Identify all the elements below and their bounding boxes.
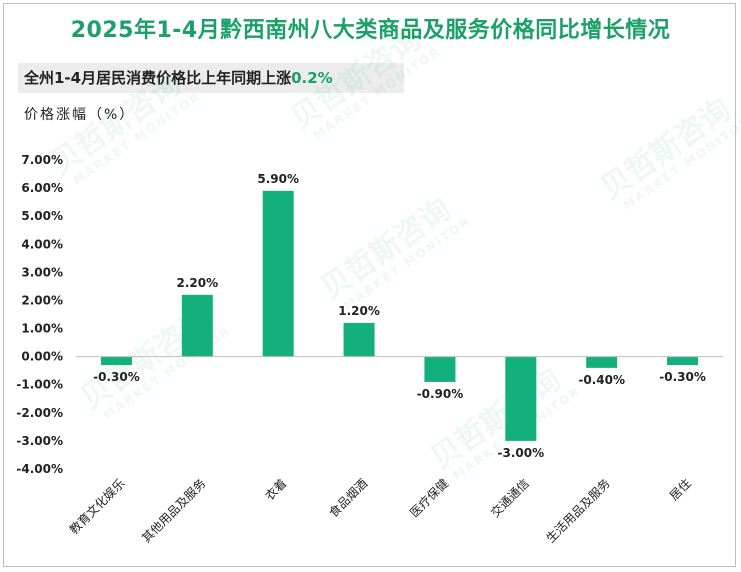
category-label: 教育文化娱乐 — [66, 476, 128, 538]
y-tick-label: 5.00% — [21, 209, 63, 223]
data-label: -3.00% — [498, 446, 545, 460]
category-label: 衣着 — [262, 476, 290, 504]
chart-frame — [3, 3, 736, 567]
y-tick-label: 0.00% — [21, 350, 63, 364]
y-tick-label: 6.00% — [21, 181, 63, 195]
bar — [181, 294, 213, 357]
bar — [262, 190, 294, 357]
y-tick-label: 1.00% — [21, 322, 63, 336]
bar — [343, 322, 375, 357]
bars — [100, 190, 699, 441]
data-label: -0.90% — [417, 387, 464, 401]
data-label: -0.30% — [93, 370, 140, 384]
y-axis-label: 价格涨幅（%） — [24, 107, 136, 123]
bar — [100, 356, 132, 366]
y-axis-ticks: 7.00% 6.00% 5.00% 4.00% 3.00% 2.00% 1.00% 0.00%… — [16, 153, 63, 476]
y-tick-label: 4.00% — [21, 237, 63, 251]
subtitle-highlight: 0.2% — [291, 69, 333, 87]
subtitle-box: 全州1-4月居民消费价格比上年同期上涨0.2% — [18, 63, 404, 93]
category-labels: 教育文化娱乐 其他用品及服务 衣着 食品烟酒 医疗保健 交通通信 生活用品及服务 居住 — [66, 476, 694, 546]
y-tick-label: -3.00% — [16, 434, 63, 448]
subtitle-text: 全州1-4月居民消费价格比上年同期上涨 — [24, 69, 292, 87]
category-label: 医疗保健 — [407, 476, 451, 520]
data-label: -0.30% — [659, 370, 706, 384]
data-label: 5.90% — [257, 172, 299, 186]
y-tick-label: 2.00% — [21, 293, 63, 307]
y-tick-label: -4.00% — [16, 462, 63, 476]
bar — [667, 356, 699, 366]
y-tick-label: 3.00% — [21, 265, 63, 279]
category-label: 生活用品及服务 — [543, 476, 613, 546]
category-label: 其他用品及服务 — [138, 476, 208, 546]
category-label: 交通通信 — [487, 476, 532, 521]
chart-title: 2025年1-4月黔西南州八大类商品及服务价格同比增长情况 — [70, 18, 671, 43]
bar — [505, 356, 537, 441]
bar — [586, 356, 618, 368]
data-label: 2.20% — [176, 276, 218, 290]
category-label: 居住 — [667, 476, 694, 503]
y-tick-label: 7.00% — [21, 153, 63, 167]
data-labels: -0.30% 2.20% 5.90% 1.20% -0.90% -3.00% -0.40% -… — [93, 172, 706, 460]
y-tick-label: -2.00% — [16, 406, 63, 420]
data-label: -0.40% — [578, 373, 625, 387]
data-label: 1.20% — [338, 304, 380, 318]
bar — [424, 356, 456, 382]
category-label: 食品烟酒 — [326, 476, 371, 521]
y-tick-label: -1.00% — [16, 378, 63, 392]
